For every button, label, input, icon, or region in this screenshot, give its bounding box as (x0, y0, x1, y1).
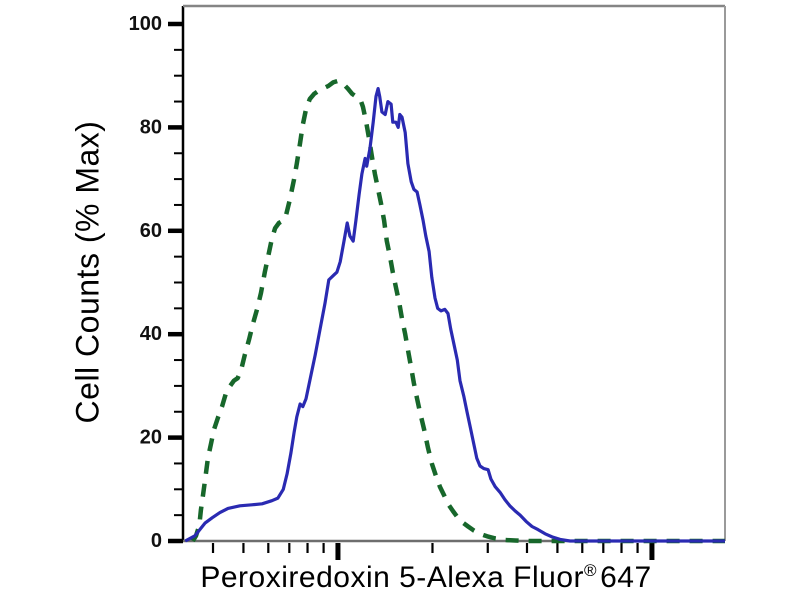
y-axis-title: Cell Counts (% Max) (69, 120, 106, 424)
y-tick-label: 80 (140, 116, 162, 138)
y-tick-label: 60 (140, 220, 162, 242)
x-axis-title-suffix: 647 (600, 561, 652, 594)
x-axis-title: Peroxiredoxin 5-Alexa Fluor® 647 (200, 561, 651, 595)
x-axis-title-main: Peroxiredoxin 5-Alexa Fluor (200, 561, 585, 594)
blue-solid-curve (184, 87, 725, 543)
y-tick-label: 100 (129, 13, 162, 35)
y-tick-label: 0 (151, 530, 162, 552)
green-dashed-curve (190, 78, 725, 544)
registered-trademark-symbol: ® (584, 561, 598, 580)
y-tick-label: 20 (140, 427, 162, 449)
y-tick-label: 40 (140, 323, 162, 345)
